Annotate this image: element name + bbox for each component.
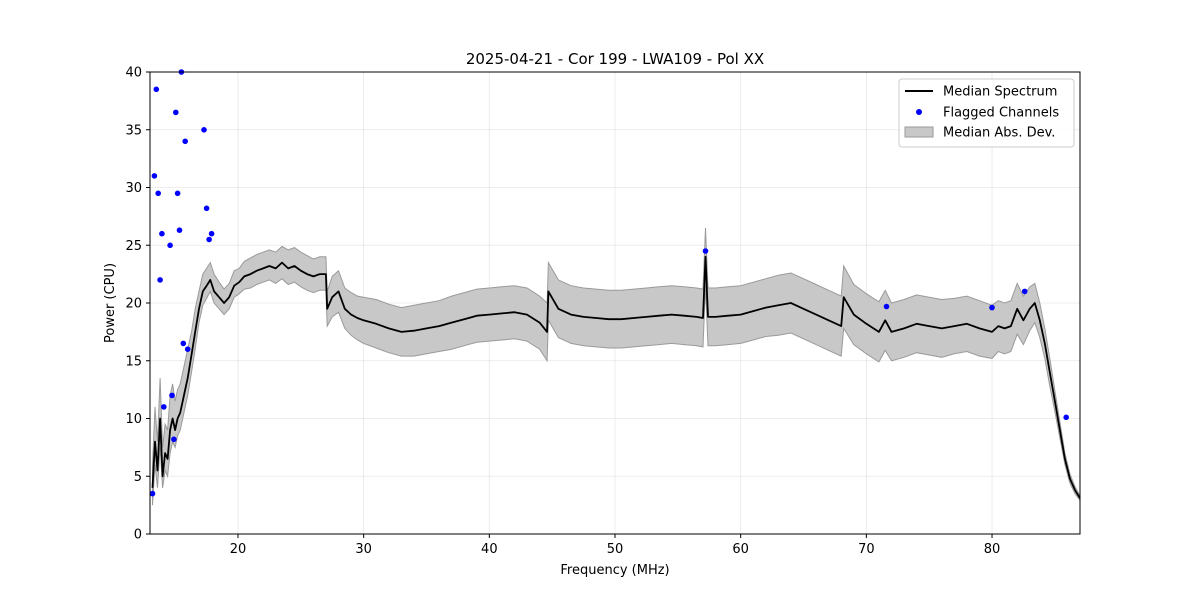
flagged-channel-point	[151, 173, 158, 179]
y-tick-label: 35	[125, 123, 142, 138]
legend-mad-label: Median Abs. Dev.	[943, 126, 1055, 141]
y-tick-label: 20	[125, 297, 142, 312]
legend-flagged-label: Flagged Channels	[943, 106, 1059, 121]
legend-mad-swatch	[904, 126, 934, 138]
median-line-layer	[151, 255, 1081, 499]
flagged-channel-point	[153, 86, 160, 93]
legend-box	[898, 78, 1075, 148]
flagged-channel-point	[176, 227, 183, 233]
flagged-channel-point	[989, 304, 995, 311]
flagged-channel-point	[167, 242, 173, 249]
flagged-channel-point	[159, 230, 165, 237]
flagged-channel-point	[1021, 288, 1028, 295]
y-tick-label: 10	[125, 412, 142, 427]
flagged-channel-point	[1063, 414, 1069, 421]
flagged-channel-point	[171, 436, 177, 443]
legend: Median Spectrum Flagged Channels Median …	[898, 78, 1075, 148]
y-tick-label: 15	[125, 354, 142, 369]
flagged-channel-point	[182, 138, 188, 145]
y-tick-label: 25	[125, 239, 142, 254]
flagged-points-layer	[149, 69, 1069, 497]
legend-flagged-swatch	[916, 109, 922, 115]
flagged-channel-point	[201, 127, 207, 133]
y-tick-label: 0	[134, 528, 142, 543]
x-tick-label: 50	[607, 542, 624, 557]
x-tick-label: 20	[230, 542, 247, 557]
y-tick-label: 5	[134, 470, 142, 485]
y-tick-label: 40	[125, 66, 142, 81]
x-tick-label: 80	[984, 542, 1001, 557]
flagged-channel-point	[184, 346, 191, 353]
y-axis-label: Power (CPU)	[103, 263, 118, 343]
flagged-channel-point	[155, 190, 161, 197]
flagged-channel-point	[206, 236, 212, 243]
chart-title: 2025-04-21 - Cor 199 - LWA109 - Pol XX	[466, 50, 764, 68]
flagged-channel-point	[173, 109, 179, 116]
flagged-channel-point	[174, 190, 181, 197]
flagged-channel-point	[702, 248, 709, 254]
flagged-channel-point	[180, 340, 187, 347]
flagged-channel-point	[161, 404, 167, 410]
x-axis-label: Frequency (MHz)	[560, 563, 669, 578]
flagged-channel-point	[883, 303, 890, 310]
flagged-channel-point	[203, 205, 210, 212]
x-tick-label: 60	[732, 542, 749, 557]
median-spectrum-line	[151, 255, 1081, 499]
x-tick-label: 30	[355, 542, 372, 557]
flagged-channel-point	[208, 230, 215, 237]
x-tick-label: 70	[858, 542, 875, 557]
flagged-channel-point	[149, 490, 156, 497]
flagged-channel-point	[157, 277, 163, 283]
axis-ticks: 20 30 40 50 60 70 80 0 5 10 15 20 25 30 35 40	[125, 66, 1000, 558]
x-tick-label: 40	[481, 542, 498, 557]
legend-median-label: Median Spectrum	[943, 85, 1057, 100]
y-tick-label: 30	[125, 181, 142, 196]
flagged-channel-point	[169, 392, 175, 399]
